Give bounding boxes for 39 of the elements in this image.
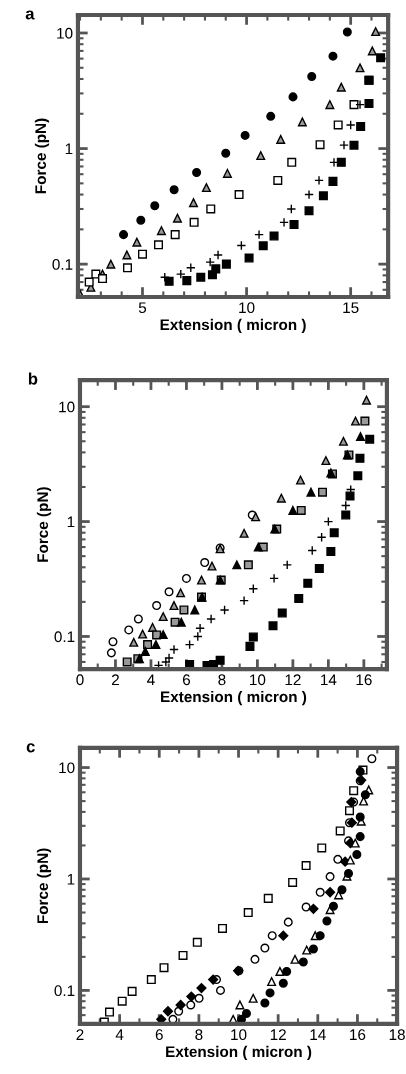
x-tick-label: 6	[155, 1029, 163, 1041]
x-tick-label: 5	[138, 302, 147, 314]
x-tick-label: 4	[147, 674, 155, 686]
x-axis-title: Extension ( micron )	[161, 690, 307, 706]
y-axis-title: Force (pN)	[34, 118, 50, 194]
chart-title: b	[28, 372, 38, 385]
x-tick-label: 15	[343, 302, 359, 314]
x-tick-label: 14	[321, 674, 337, 686]
x-tick-label: 18	[389, 1029, 405, 1041]
x-tick-label: 2	[111, 674, 119, 686]
x-tick-label: 2	[76, 1029, 84, 1040]
x-tick-label: 16	[350, 1029, 366, 1041]
x-tick-label: 12	[285, 674, 301, 686]
x-tick-label: 12	[270, 1029, 286, 1040]
y-tick-label: 10	[57, 27, 73, 39]
x-tick-label: 8	[218, 674, 226, 686]
y-axis-title: Force (pN)	[36, 848, 52, 924]
y-tick-label: 0.1	[54, 985, 75, 997]
x-tick-label: 10	[239, 302, 255, 314]
x-tick-label: 16	[356, 674, 372, 686]
y-tick-label: 1	[65, 143, 73, 155]
x-tick-label: 0	[76, 674, 84, 686]
y-tick-label: 10	[59, 401, 75, 413]
x-tick-label: 10	[250, 674, 266, 686]
chart-title: a	[25, 10, 35, 20]
y-tick-label: 0.1	[52, 259, 73, 270]
x-tick-label: 8	[195, 1029, 203, 1041]
x-axis-title: Extension ( micron )	[166, 1045, 312, 1061]
y-tick-label: 0.1	[54, 631, 75, 643]
y-tick-label: 10	[59, 762, 75, 774]
x-tick-label: 10	[231, 1029, 247, 1041]
x-tick-label: 6	[182, 674, 191, 686]
x-tick-label: 14	[310, 1029, 326, 1040]
y-tick-label: 1	[67, 516, 75, 528]
y-tick-label: 1	[67, 874, 75, 885]
chart-title: c	[26, 743, 35, 753]
y-axis-title: Force (pN)	[36, 487, 52, 562]
x-axis-title: Extension ( micron )	[160, 318, 306, 334]
x-tick-label: 4	[115, 1029, 124, 1040]
